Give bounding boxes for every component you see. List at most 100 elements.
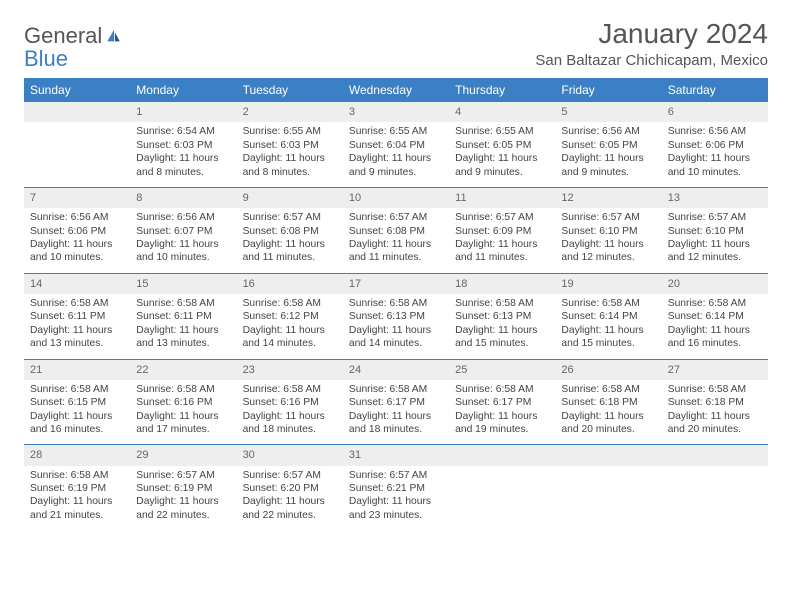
daylight-text: Daylight: 11 hours and 10 minutes.: [136, 238, 230, 265]
daylight-text: Daylight: 11 hours and 18 minutes.: [243, 410, 337, 437]
day-header-sat: Saturday: [662, 78, 768, 102]
location-text: San Baltazar Chichicapam, Mexico: [535, 52, 768, 69]
day-header-tue: Tuesday: [237, 78, 343, 102]
day-body: Sunrise: 6:56 AMSunset: 6:07 PMDaylight:…: [130, 208, 236, 273]
sunset-text: Sunset: 6:06 PM: [668, 139, 762, 152]
day-cell: [449, 445, 555, 530]
day-header-mon: Monday: [130, 78, 236, 102]
daylight-text: Daylight: 11 hours and 10 minutes.: [30, 238, 124, 265]
day-body: Sunrise: 6:58 AMSunset: 6:17 PMDaylight:…: [449, 380, 555, 445]
day-number: 30: [237, 445, 343, 465]
day-number: 10: [343, 188, 449, 208]
sunrise-text: Sunrise: 6:58 AM: [349, 383, 443, 396]
day-number: 22: [130, 360, 236, 380]
day-cell: 8Sunrise: 6:56 AMSunset: 6:07 PMDaylight…: [130, 188, 236, 273]
day-number: 14: [24, 274, 130, 294]
day-cell: [555, 445, 661, 530]
day-cell: 28Sunrise: 6:58 AMSunset: 6:19 PMDayligh…: [24, 445, 130, 530]
daylight-text: Daylight: 11 hours and 17 minutes.: [136, 410, 230, 437]
sunrise-text: Sunrise: 6:58 AM: [30, 383, 124, 396]
sail-icon: [103, 24, 125, 47]
day-cell: 11Sunrise: 6:57 AMSunset: 6:09 PMDayligh…: [449, 188, 555, 273]
week-row: 7Sunrise: 6:56 AMSunset: 6:06 PMDaylight…: [24, 187, 768, 273]
brand-part2: Blue: [24, 46, 68, 71]
day-number: 18: [449, 274, 555, 294]
sunrise-text: Sunrise: 6:58 AM: [561, 297, 655, 310]
daylight-text: Daylight: 11 hours and 9 minutes.: [349, 152, 443, 179]
sunrise-text: Sunrise: 6:58 AM: [561, 383, 655, 396]
day-number: 26: [555, 360, 661, 380]
day-header-sun: Sunday: [24, 78, 130, 102]
day-cell: 24Sunrise: 6:58 AMSunset: 6:17 PMDayligh…: [343, 360, 449, 445]
day-number: 12: [555, 188, 661, 208]
day-cell: 20Sunrise: 6:58 AMSunset: 6:14 PMDayligh…: [662, 274, 768, 359]
sunset-text: Sunset: 6:21 PM: [349, 482, 443, 495]
daylight-text: Daylight: 11 hours and 11 minutes.: [243, 238, 337, 265]
sunset-text: Sunset: 6:09 PM: [455, 225, 549, 238]
day-body: Sunrise: 6:54 AMSunset: 6:03 PMDaylight:…: [130, 122, 236, 187]
sunrise-text: Sunrise: 6:54 AM: [136, 125, 230, 138]
sunrise-text: Sunrise: 6:58 AM: [455, 297, 549, 310]
day-body: Sunrise: 6:58 AMSunset: 6:18 PMDaylight:…: [662, 380, 768, 445]
day-cell: [662, 445, 768, 530]
day-number: 19: [555, 274, 661, 294]
day-body: Sunrise: 6:57 AMSunset: 6:19 PMDaylight:…: [130, 466, 236, 531]
day-header-wed: Wednesday: [343, 78, 449, 102]
sunrise-text: Sunrise: 6:58 AM: [455, 383, 549, 396]
day-cell: 31Sunrise: 6:57 AMSunset: 6:21 PMDayligh…: [343, 445, 449, 530]
sunrise-text: Sunrise: 6:55 AM: [349, 125, 443, 138]
day-number: 7: [24, 188, 130, 208]
day-number: 5: [555, 102, 661, 122]
day-number: 24: [343, 360, 449, 380]
day-body: Sunrise: 6:57 AMSunset: 6:10 PMDaylight:…: [555, 208, 661, 273]
day-body: [662, 466, 768, 477]
daylight-text: Daylight: 11 hours and 11 minutes.: [349, 238, 443, 265]
day-cell: 1Sunrise: 6:54 AMSunset: 6:03 PMDaylight…: [130, 102, 236, 187]
sunset-text: Sunset: 6:04 PM: [349, 139, 443, 152]
day-cell: 6Sunrise: 6:56 AMSunset: 6:06 PMDaylight…: [662, 102, 768, 187]
day-body: Sunrise: 6:58 AMSunset: 6:17 PMDaylight:…: [343, 380, 449, 445]
day-cell: 16Sunrise: 6:58 AMSunset: 6:12 PMDayligh…: [237, 274, 343, 359]
sunset-text: Sunset: 6:19 PM: [30, 482, 124, 495]
daylight-text: Daylight: 11 hours and 22 minutes.: [136, 495, 230, 522]
day-body: Sunrise: 6:57 AMSunset: 6:10 PMDaylight:…: [662, 208, 768, 273]
day-number: 4: [449, 102, 555, 122]
sunrise-text: Sunrise: 6:57 AM: [455, 211, 549, 224]
day-body: Sunrise: 6:58 AMSunset: 6:11 PMDaylight:…: [130, 294, 236, 359]
week-row: 28Sunrise: 6:58 AMSunset: 6:19 PMDayligh…: [24, 444, 768, 530]
day-cell: [24, 102, 130, 187]
daylight-text: Daylight: 11 hours and 18 minutes.: [349, 410, 443, 437]
sunset-text: Sunset: 6:05 PM: [561, 139, 655, 152]
day-body: Sunrise: 6:58 AMSunset: 6:14 PMDaylight:…: [555, 294, 661, 359]
day-body: Sunrise: 6:56 AMSunset: 6:06 PMDaylight:…: [24, 208, 130, 273]
sunset-text: Sunset: 6:18 PM: [668, 396, 762, 409]
day-header-fri: Friday: [555, 78, 661, 102]
sunrise-text: Sunrise: 6:57 AM: [668, 211, 762, 224]
sunset-text: Sunset: 6:07 PM: [136, 225, 230, 238]
day-body: Sunrise: 6:58 AMSunset: 6:19 PMDaylight:…: [24, 466, 130, 531]
sunrise-text: Sunrise: 6:55 AM: [455, 125, 549, 138]
day-number: 21: [24, 360, 130, 380]
daylight-text: Daylight: 11 hours and 16 minutes.: [668, 324, 762, 351]
sunrise-text: Sunrise: 6:58 AM: [30, 469, 124, 482]
sunrise-text: Sunrise: 6:58 AM: [668, 297, 762, 310]
sunrise-text: Sunrise: 6:57 AM: [136, 469, 230, 482]
daylight-text: Daylight: 11 hours and 23 minutes.: [349, 495, 443, 522]
sunrise-text: Sunrise: 6:57 AM: [349, 211, 443, 224]
sunset-text: Sunset: 6:14 PM: [668, 310, 762, 323]
day-cell: 25Sunrise: 6:58 AMSunset: 6:17 PMDayligh…: [449, 360, 555, 445]
day-number: 1: [130, 102, 236, 122]
day-number: [24, 102, 130, 122]
week-row: 1Sunrise: 6:54 AMSunset: 6:03 PMDaylight…: [24, 102, 768, 187]
sunset-text: Sunset: 6:06 PM: [30, 225, 124, 238]
sunset-text: Sunset: 6:10 PM: [561, 225, 655, 238]
sunrise-text: Sunrise: 6:56 AM: [668, 125, 762, 138]
sunset-text: Sunset: 6:12 PM: [243, 310, 337, 323]
day-number: [555, 445, 661, 465]
day-body: Sunrise: 6:57 AMSunset: 6:08 PMDaylight:…: [343, 208, 449, 273]
daylight-text: Daylight: 11 hours and 19 minutes.: [455, 410, 549, 437]
daylight-text: Daylight: 11 hours and 13 minutes.: [30, 324, 124, 351]
day-number: 8: [130, 188, 236, 208]
day-body: [24, 122, 130, 133]
sunrise-text: Sunrise: 6:58 AM: [136, 383, 230, 396]
